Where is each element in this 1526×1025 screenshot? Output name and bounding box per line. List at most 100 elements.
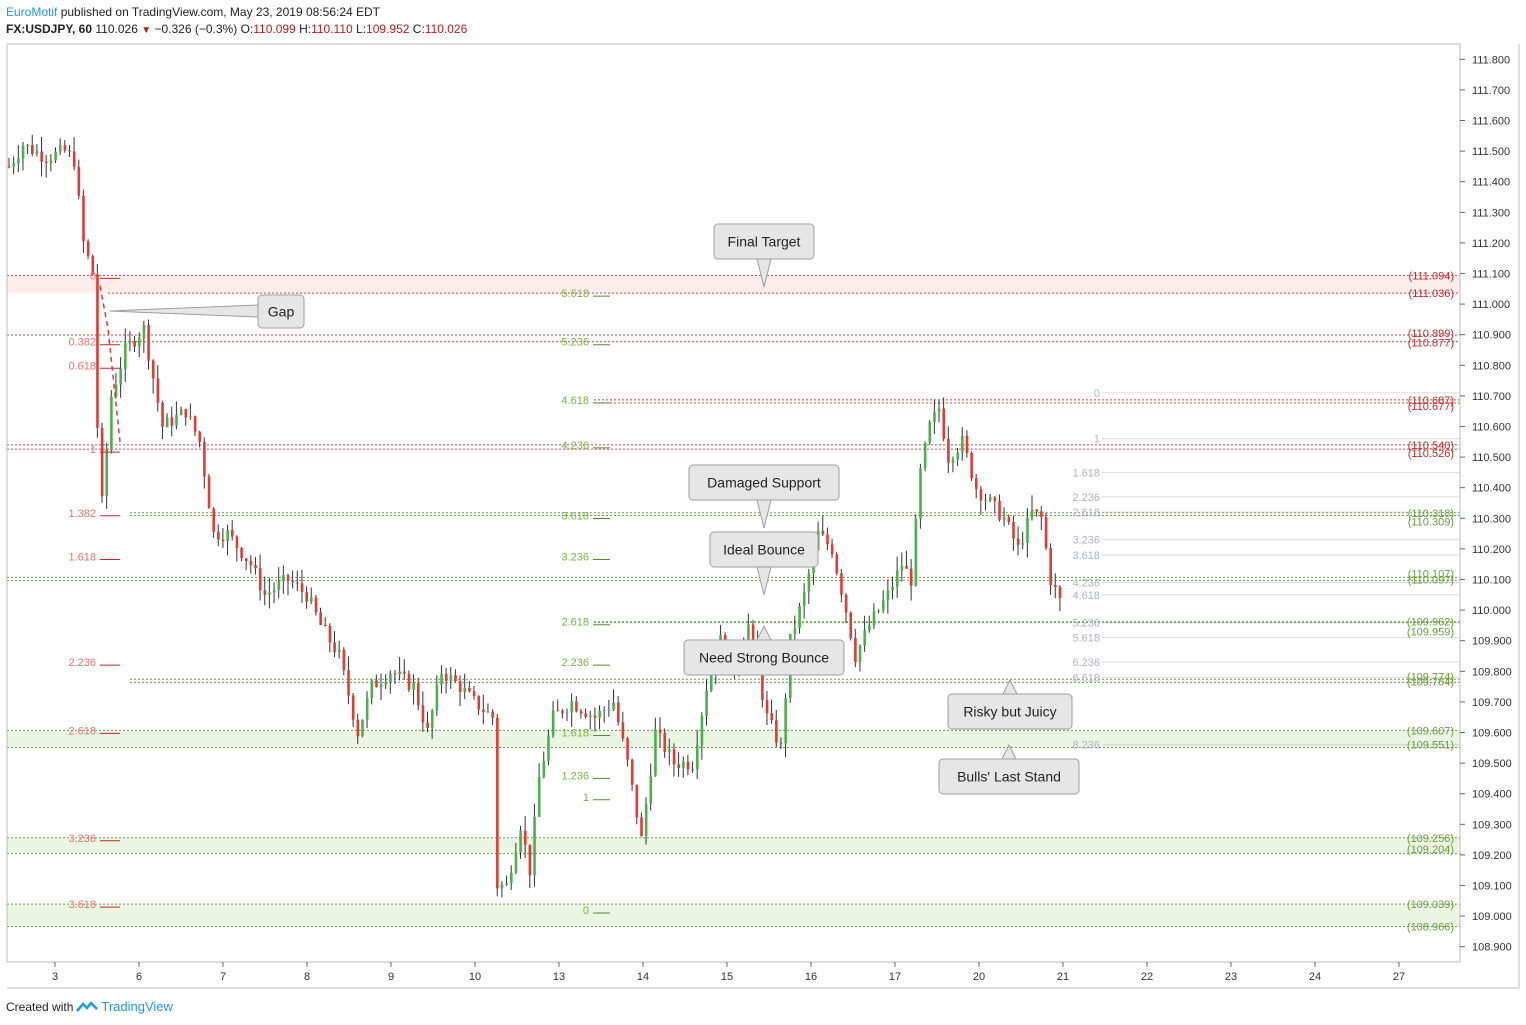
y-tick-label: 111.600 (1472, 116, 1510, 128)
y-tick-label: 109.800 (1472, 666, 1512, 678)
y-tick-label: 110.700 (1472, 391, 1511, 403)
annotation-callout: Damaged Support (688, 464, 840, 529)
fib-mid-label: 3.236 (561, 552, 589, 564)
y-tick-label: 109.300 (1472, 819, 1512, 831)
candle-body (175, 414, 178, 426)
candle-body (919, 468, 922, 519)
candle-body (1016, 538, 1020, 545)
candle-body (891, 586, 894, 591)
candle (947, 426, 950, 473)
candle (1012, 515, 1015, 551)
candle-body (296, 582, 299, 584)
callout-text: Final Target (728, 234, 801, 250)
level-price-label: (110.318) (1408, 508, 1454, 520)
fib-left-label: 2.236 (68, 657, 96, 669)
annotation-callout: Need Strong Bounce (683, 624, 845, 676)
candle (584, 708, 587, 719)
candle (961, 427, 964, 461)
candle-body (170, 417, 174, 426)
price-change: −0.326 (−0.3%) (154, 22, 238, 36)
candle (919, 463, 922, 529)
gap-dashed-line (99, 285, 121, 442)
candle-body (877, 610, 880, 612)
candle-body (45, 161, 48, 164)
candle-body (310, 597, 313, 602)
candle-body (575, 701, 578, 712)
candle-body (933, 412, 936, 422)
level-price-label: (109.959) (1407, 627, 1454, 639)
candle-body (988, 497, 992, 501)
level-price-label: (109.607) (1407, 725, 1454, 737)
candle (668, 738, 671, 766)
candle (886, 579, 890, 614)
candle-body (519, 830, 522, 853)
fib-left-label: 1.618 (68, 552, 96, 564)
candle (63, 140, 67, 153)
candle-body (682, 761, 685, 769)
candle-body (463, 687, 467, 693)
candle-body (365, 698, 369, 720)
author-link[interactable]: EuroMotif (6, 5, 58, 19)
candle (398, 656, 401, 681)
candle (407, 670, 411, 692)
candle (254, 557, 257, 575)
candle (26, 143, 29, 154)
candle (314, 594, 318, 616)
y-tick-label: 110.900 (1472, 330, 1511, 342)
tradingview-link[interactable]: TradingView (101, 999, 173, 1014)
last-price: 110.026 (95, 22, 138, 36)
y-tick-label: 110.400 (1472, 483, 1511, 495)
candle (1044, 512, 1048, 551)
fib-right-label: 1.618 (1072, 467, 1100, 479)
annotation-callout: Bulls' Last Stand (938, 743, 1080, 795)
candle (807, 568, 811, 605)
candle (779, 737, 783, 750)
candle (988, 493, 992, 503)
candle (138, 332, 141, 358)
candle-body (72, 151, 76, 167)
candle (184, 408, 188, 426)
candle-body (426, 722, 429, 729)
candle-body (951, 459, 955, 463)
candle (286, 573, 290, 596)
candle (463, 673, 467, 699)
candle (12, 156, 16, 175)
candle-body (1026, 517, 1029, 543)
candle (96, 263, 99, 438)
x-tick-label: 10 (469, 971, 481, 983)
x-tick-label: 17 (889, 971, 901, 983)
y-tick-label: 111.200 (1472, 238, 1510, 250)
candle (510, 865, 513, 891)
y-tick-label: 111.000 (1472, 299, 1510, 311)
candle-body (105, 449, 109, 497)
candle-body (226, 529, 229, 542)
candle-body (802, 591, 806, 607)
candle-body (300, 583, 304, 592)
high-value: 110.110 (311, 22, 353, 36)
candle (21, 141, 25, 171)
candle-body (589, 715, 592, 718)
candle-body (63, 145, 67, 151)
candle (607, 700, 611, 717)
annotation-callout: Risky but Juicy (947, 678, 1073, 730)
candle (877, 609, 880, 614)
candle-body (533, 816, 536, 876)
candle-body (854, 637, 857, 663)
candle-body (319, 612, 322, 625)
fib-left-label: 0.618 (68, 360, 96, 372)
candle (844, 593, 848, 624)
candle (389, 670, 392, 694)
fib-right-label: 5.236 (1072, 617, 1100, 629)
candle (305, 586, 308, 609)
candle (523, 815, 527, 859)
candle-body (40, 151, 43, 162)
candle (858, 644, 862, 672)
x-tick-label: 3 (52, 971, 58, 983)
candle (677, 752, 680, 777)
candle-body (328, 626, 332, 643)
candle (361, 719, 364, 738)
candle (217, 524, 220, 546)
candle-body (277, 581, 281, 590)
candle (268, 577, 271, 609)
